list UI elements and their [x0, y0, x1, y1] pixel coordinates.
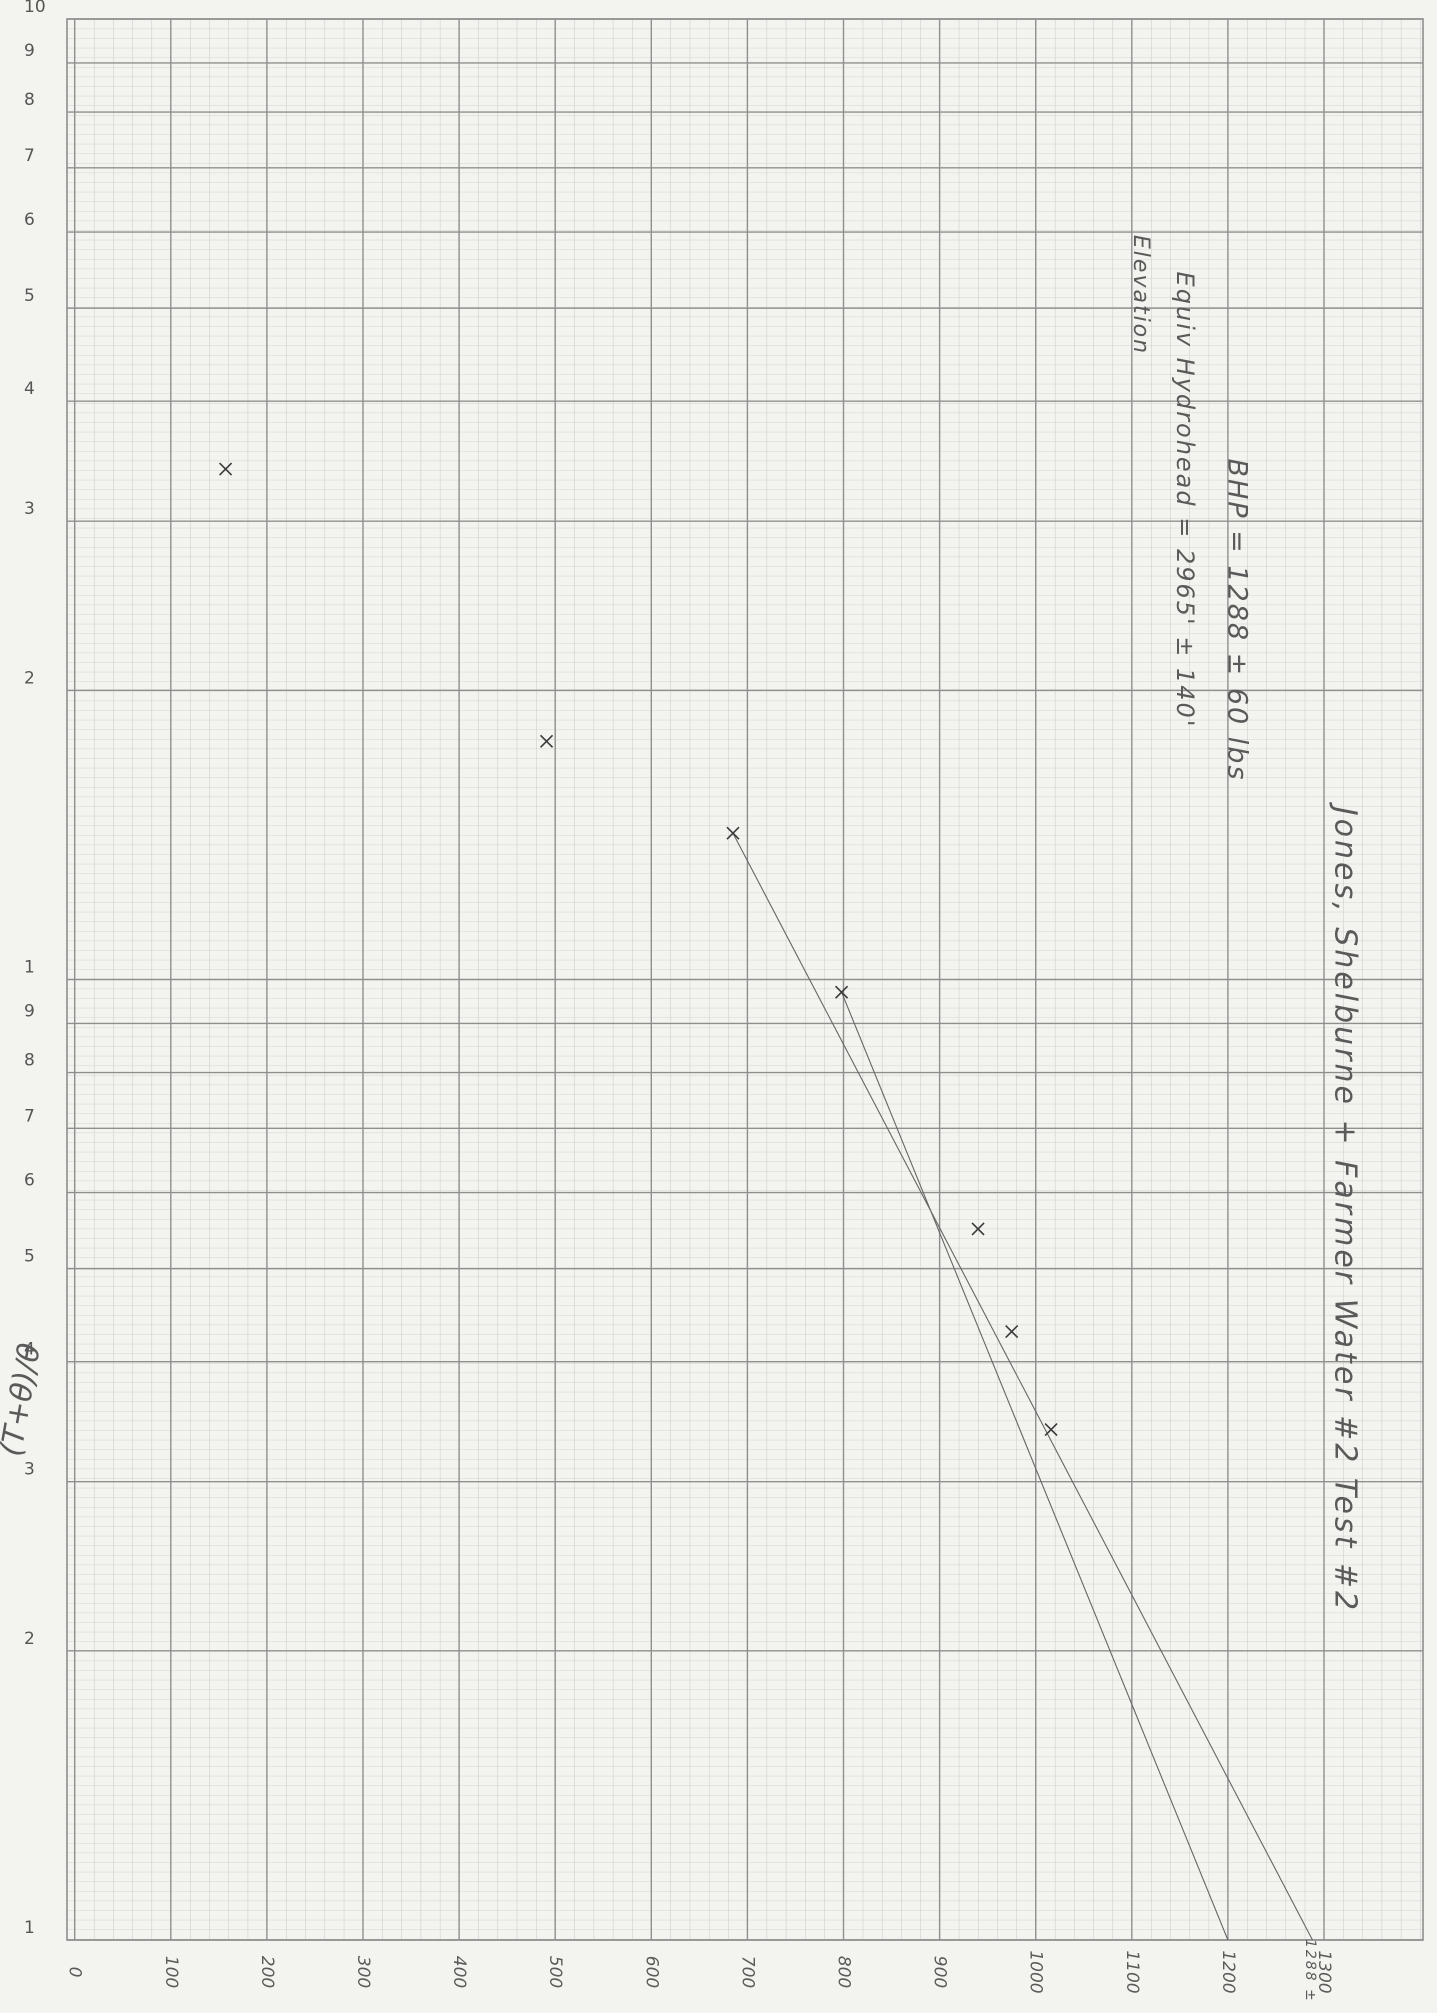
y-tick-label: 7 [24, 1106, 35, 1126]
y-tick-label: 2 [24, 1629, 35, 1649]
y-axis-label: (T+θ)/θ [0, 1341, 48, 1459]
fit-line [732, 832, 1313, 1941]
y-tick-label: 5 [24, 1247, 35, 1267]
x-tick-label: 1200 [1218, 1950, 1238, 1993]
data-point [1005, 1324, 1019, 1339]
y-tick-label: 9 [24, 41, 35, 61]
data-point [1044, 1422, 1058, 1437]
data-point [219, 462, 233, 476]
fit-line [841, 991, 1229, 1941]
y-tick-label: 8 [24, 1051, 35, 1071]
y-tick-label: 1 [24, 1918, 35, 1938]
y-tick-label: 6 [24, 1171, 35, 1191]
y-tick-label: 6 [24, 210, 35, 230]
x-tick-label: 600 [641, 1956, 661, 1988]
y-tick-label: 5 [24, 286, 35, 306]
x-tick-label: 800 [834, 1956, 854, 1988]
y-tick-label: 9 [24, 1001, 35, 1021]
annotation: Equiv Hydrohead = 2965' ± 140' [1171, 272, 1199, 729]
annotation: Jones, Shelburne + Farmer Water #2 Test … [1328, 802, 1363, 1613]
x-tick-label: 100 [161, 1956, 181, 1988]
y-tick-label: 3 [24, 499, 35, 519]
y-tick-label: 4 [24, 379, 35, 399]
y-tick-label: 1 [24, 958, 35, 978]
x-tick-label: 700 [737, 1956, 757, 1988]
y-tick-label: 4 [24, 1340, 35, 1360]
y-tick-label: 7 [24, 146, 35, 166]
x-tick-label: 200 [257, 1956, 277, 1988]
x-tick-label: 1000 [1026, 1950, 1046, 1993]
data-point [726, 826, 740, 840]
x-tick-label: 1100 [1122, 1950, 1142, 1993]
x-tick-label: 0 [65, 1967, 85, 1978]
x-tick-label: 1300 [1314, 1950, 1334, 1993]
data-point [835, 985, 849, 999]
data-point [971, 1222, 985, 1236]
annotation: Elevation [1128, 235, 1153, 355]
annotation: BHP = 1288 ± 60 lbs [1222, 458, 1253, 781]
annotation: 1288 ± 60 [1302, 1939, 1318, 2009]
x-tick-label: 500 [545, 1956, 565, 1988]
data-point [539, 734, 554, 748]
y-tick-label: 2 [24, 668, 35, 688]
y-tick-label: 8 [24, 90, 35, 110]
x-tick-label: 300 [353, 1956, 373, 1988]
x-tick-label: 400 [449, 1956, 469, 1988]
y-tick-label: 10 [24, 0, 46, 17]
x-tick-label: 900 [930, 1956, 950, 1988]
y-tick-label: 3 [24, 1460, 35, 1480]
